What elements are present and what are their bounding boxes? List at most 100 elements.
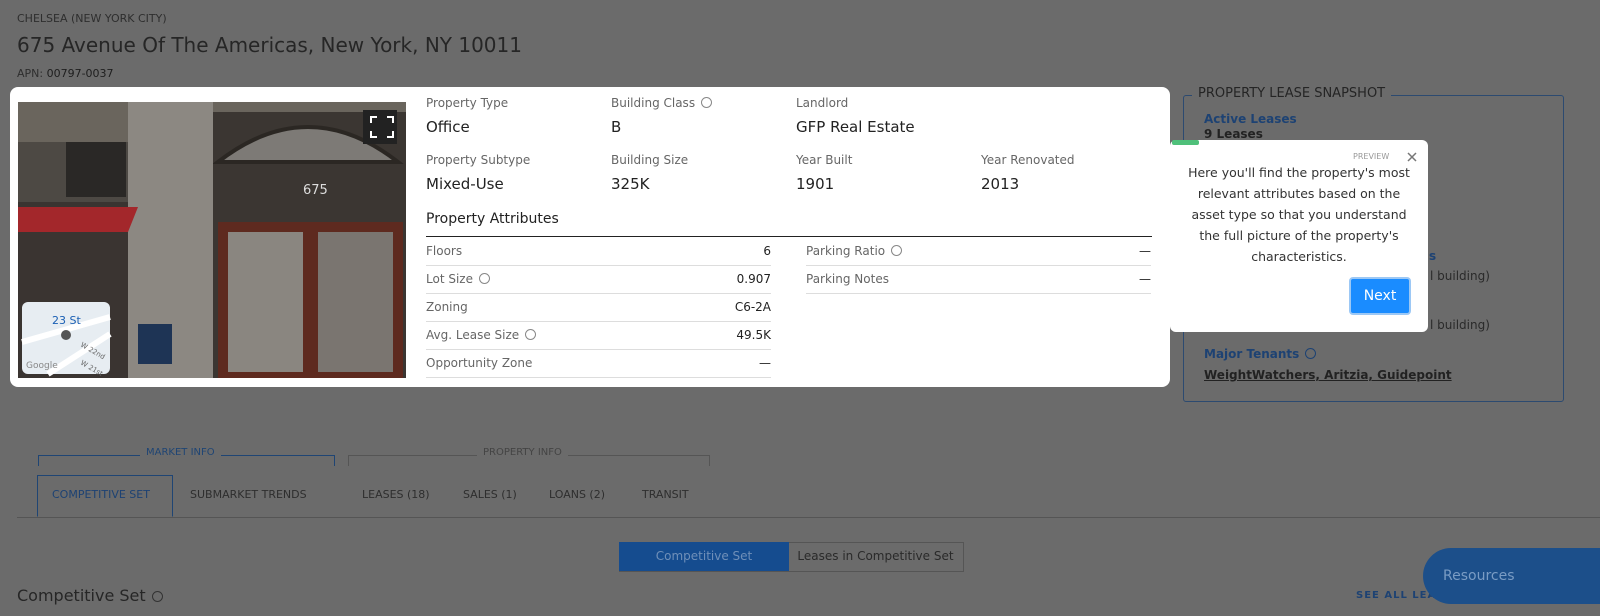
attribute-label-text: Opportunity Zone [426, 356, 533, 370]
divider [426, 236, 1152, 237]
help-icon [151, 591, 163, 602]
neighborhood: CHELSEA (NEW YORK CITY) [17, 12, 167, 25]
attribute-row: Parking Ratio — [806, 238, 1151, 266]
attribute-label-text: Zoning [426, 300, 468, 314]
tooltip: PREVIEW Here you'll find the property's … [1162, 140, 1428, 332]
attribute-row: Zoning C6-2A [426, 294, 771, 322]
field-value: Office [426, 118, 470, 136]
map-label: Google [26, 361, 58, 371]
apn-value: 00797-0037 [46, 67, 114, 80]
toggle-option[interactable]: Leases in Competitive Set [797, 549, 954, 563]
tab-active [37, 475, 173, 517]
field-label: Year Built [796, 153, 852, 167]
attribute-row: Avg. Lease Size 49.5K [426, 322, 771, 350]
next-button[interactable]: Next [1349, 277, 1411, 315]
tab[interactable]: LEASES (18) [362, 488, 430, 501]
tab-active-label[interactable]: COMPETITIVE SET [52, 488, 150, 501]
attribute-value: 6 [763, 244, 771, 258]
tab[interactable]: SUBMARKET TRENDS [190, 488, 307, 501]
field-label-text: Year Renovated [981, 153, 1075, 167]
field-label-text: Year Built [796, 153, 853, 167]
preview-tag: PREVIEW [1353, 152, 1390, 161]
field-label-text: Building Class [611, 96, 696, 110]
resources-label: Resources [1443, 568, 1515, 584]
field-label: Building Class [611, 96, 713, 110]
help-icon [478, 273, 490, 284]
attribute-value: — [1139, 272, 1151, 286]
attribute-label: Lot Size [426, 272, 490, 286]
partial-text: l building) [1430, 269, 1490, 283]
field-label-text: Property Subtype [426, 153, 531, 167]
attribute-row: Floors 6 [426, 238, 771, 266]
attribute-label-text: Parking Ratio [806, 244, 886, 258]
field-value: 325K [611, 175, 650, 193]
field-label: Property Subtype [426, 153, 530, 167]
attribute-value: 49.5K [736, 328, 771, 342]
attribute-label-text: Parking Notes [806, 272, 889, 286]
attribute-row: Parking Notes — [806, 266, 1151, 294]
help-icon [891, 245, 903, 256]
field-label-text: Property Type [426, 96, 509, 110]
tooltip-arrow [1162, 196, 1171, 214]
field-value: GFP Real Estate [796, 118, 915, 136]
section-title: Competitive Set [17, 586, 163, 605]
attribute-label: Parking Notes [806, 272, 889, 286]
attribute-row: Opportunity Zone — [426, 350, 771, 378]
tab[interactable]: LOANS (2) [549, 488, 606, 501]
attribute-label-text: Floors [426, 244, 463, 258]
help-icon [1305, 348, 1317, 359]
tenants-label: Major Tenants [1204, 347, 1317, 361]
field-label: Year Renovated [981, 153, 1075, 167]
attribute-label-text: Lot Size [426, 272, 473, 286]
field-label: Building Size [611, 153, 688, 167]
address: 675 Avenue Of The Americas, New York, NY… [17, 33, 522, 57]
partial-text: l building) [1430, 318, 1490, 332]
field-value: Mixed-Use [426, 175, 504, 193]
active-leases-value: 9 Leases [1204, 127, 1263, 141]
expand-button[interactable] [363, 110, 397, 144]
apn: APN: 00797-0037 [17, 67, 114, 80]
apn-label: APN: [17, 67, 44, 80]
attribute-label: Parking Ratio [806, 244, 903, 258]
group-label: MARKET INFO [140, 447, 221, 458]
attribute-label: Floors [426, 244, 462, 258]
attribute-value: C6-2A [734, 300, 771, 314]
help-icon [525, 329, 537, 340]
field-label-text: Landlord [796, 96, 849, 110]
see-all-link[interactable]: SEE ALL LEA [1356, 590, 1437, 601]
attribute-value: 0.907 [736, 272, 771, 286]
field-label-text: Building Size [611, 153, 689, 167]
help-icon [701, 97, 713, 108]
resources-button[interactable]: Resources [1423, 548, 1600, 604]
field-label: Property Type [426, 96, 508, 110]
attribute-row: Lot Size 0.907 [426, 266, 771, 294]
tab[interactable]: SALES (1) [463, 488, 517, 501]
active-leases-label: Active Leases [1204, 112, 1297, 126]
property-photo: 675 23 St W 22nd W 21st Google [18, 102, 406, 378]
field-value: 2013 [981, 175, 1020, 193]
tabs-line [17, 517, 1600, 518]
map-thumb[interactable]: 23 St W 22nd W 21st Google [21, 302, 112, 378]
snapshot-title: PROPERTY LEASE SNAPSHOT [1192, 86, 1392, 101]
photo-sign: 675 [303, 183, 328, 198]
property-card: 675 23 St W 22nd W 21st Google Property … [10, 87, 1170, 387]
tenants[interactable]: WeightWatchers, Aritzia, Guidepoint [1204, 368, 1452, 382]
attribute-label: Zoning [426, 300, 468, 314]
attribute-value: — [759, 356, 771, 370]
close-button[interactable] [1407, 152, 1417, 162]
attribute-label: Avg. Lease Size [426, 328, 537, 342]
attribute-value: — [1139, 244, 1151, 258]
field-value: 1901 [796, 175, 835, 193]
toggle-active[interactable]: Competitive Set [619, 542, 789, 571]
field-value: B [611, 118, 622, 136]
map-label: 23 St [52, 314, 81, 327]
progress [1172, 140, 1199, 145]
tab[interactable]: TRANSIT [642, 488, 689, 501]
tenants-label-text: Major Tenants [1204, 347, 1300, 361]
section-title-text: Competitive Set [17, 586, 146, 605]
tooltip-text: Here you'll find the property's most rel… [1188, 165, 1410, 264]
attributes-title: Property Attributes [426, 211, 559, 227]
group-label: PROPERTY INFO [477, 447, 568, 458]
attribute-label-text: Avg. Lease Size [426, 328, 520, 342]
